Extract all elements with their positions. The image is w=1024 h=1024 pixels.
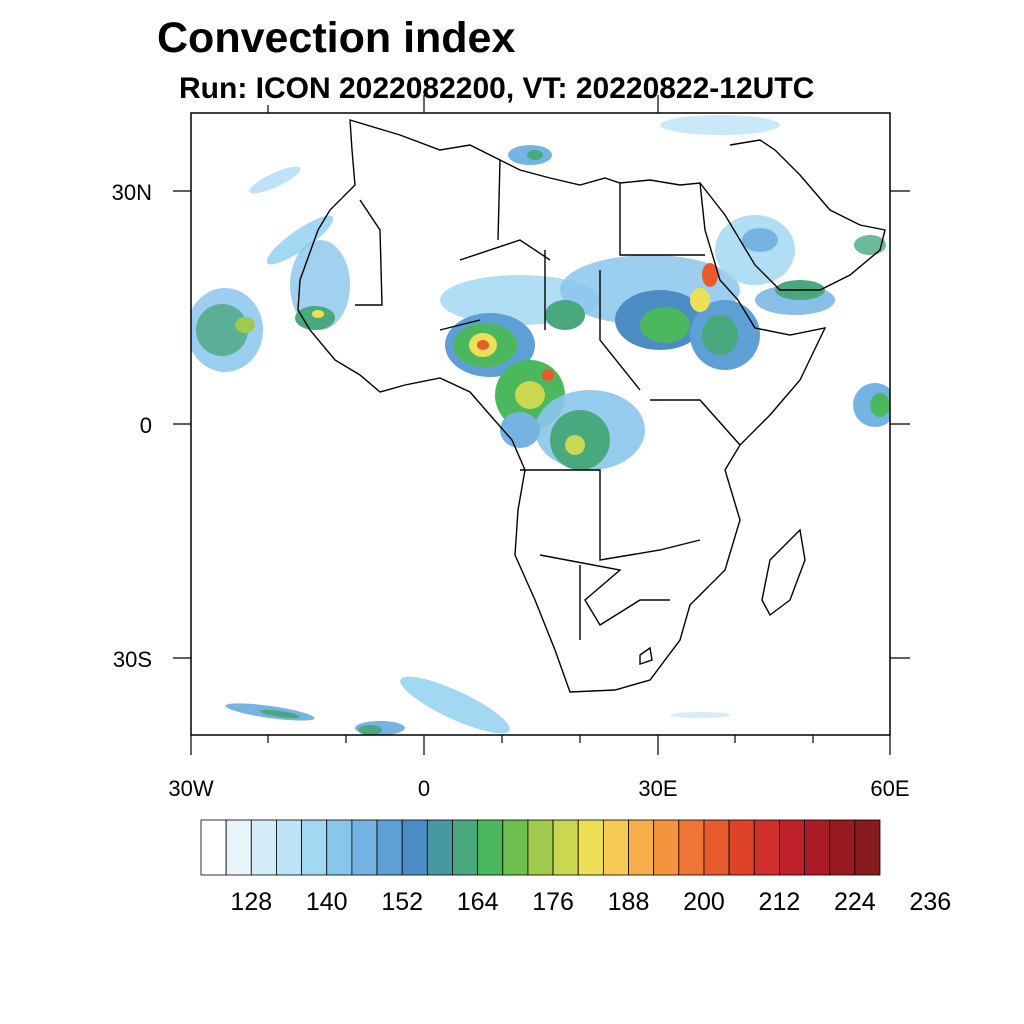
colorbar-box xyxy=(477,819,504,876)
colorbar-label: 200 xyxy=(683,888,725,916)
colorbar-box xyxy=(829,819,856,876)
colorbar-box xyxy=(653,819,680,876)
colorbar-box xyxy=(703,819,730,876)
lon-label-60e: 60E xyxy=(870,776,910,801)
colorbar-label: 140 xyxy=(305,888,348,916)
colorbar-label: 128 xyxy=(230,888,273,916)
colorbar-box xyxy=(276,819,302,876)
colorbar-box xyxy=(628,819,655,876)
axis-ticks xyxy=(173,95,910,755)
colorbar-box xyxy=(602,819,629,876)
lat-label-0: 0 xyxy=(139,413,152,438)
colorbar-box xyxy=(577,819,604,876)
colorbar-box xyxy=(779,819,805,876)
colorbar-box xyxy=(502,819,529,876)
map-title: Convection index xyxy=(157,14,516,62)
lon-label-30w: 30W xyxy=(168,776,214,801)
colorbar-label: 236 xyxy=(909,888,952,916)
colorbar-box xyxy=(728,819,755,876)
colorbar-label: 152 xyxy=(381,888,424,916)
lon-label-30e: 30E xyxy=(638,776,678,801)
colorbar-box xyxy=(552,819,579,876)
colorbar-box xyxy=(351,819,378,876)
colorbar-box xyxy=(401,819,428,876)
colorbar-box xyxy=(326,819,353,876)
lon-label-0: 0 xyxy=(417,776,431,801)
colorbar-label: 176 xyxy=(532,888,574,916)
colorbar-box xyxy=(200,819,227,876)
colorbar-box xyxy=(426,819,453,876)
lat-label-30n: 30N xyxy=(111,180,152,205)
colorbar-label: 212 xyxy=(758,888,801,916)
lat-label-30s: 30S xyxy=(112,647,152,672)
colorbar-box xyxy=(804,819,831,876)
colorbar xyxy=(200,819,881,876)
colorbar-label: 164 xyxy=(456,888,499,916)
colorbar-box xyxy=(225,819,252,876)
colorbar-box xyxy=(527,819,554,876)
colorbar-box xyxy=(854,819,881,876)
convection-field xyxy=(191,115,890,735)
colorbar-box xyxy=(250,819,277,876)
colorbar-box xyxy=(452,819,479,876)
colorbar-box xyxy=(678,819,705,876)
colorbar-label: 224 xyxy=(833,888,876,916)
colorbar-label: 188 xyxy=(607,888,650,916)
colorbar-box xyxy=(376,819,403,876)
colorbar-box xyxy=(753,819,780,876)
coastlines xyxy=(297,119,886,693)
colorbar-box xyxy=(301,819,328,876)
run-info-subtitle: Run: ICON 2022082200, VT: 20220822-12UTC xyxy=(179,72,815,105)
